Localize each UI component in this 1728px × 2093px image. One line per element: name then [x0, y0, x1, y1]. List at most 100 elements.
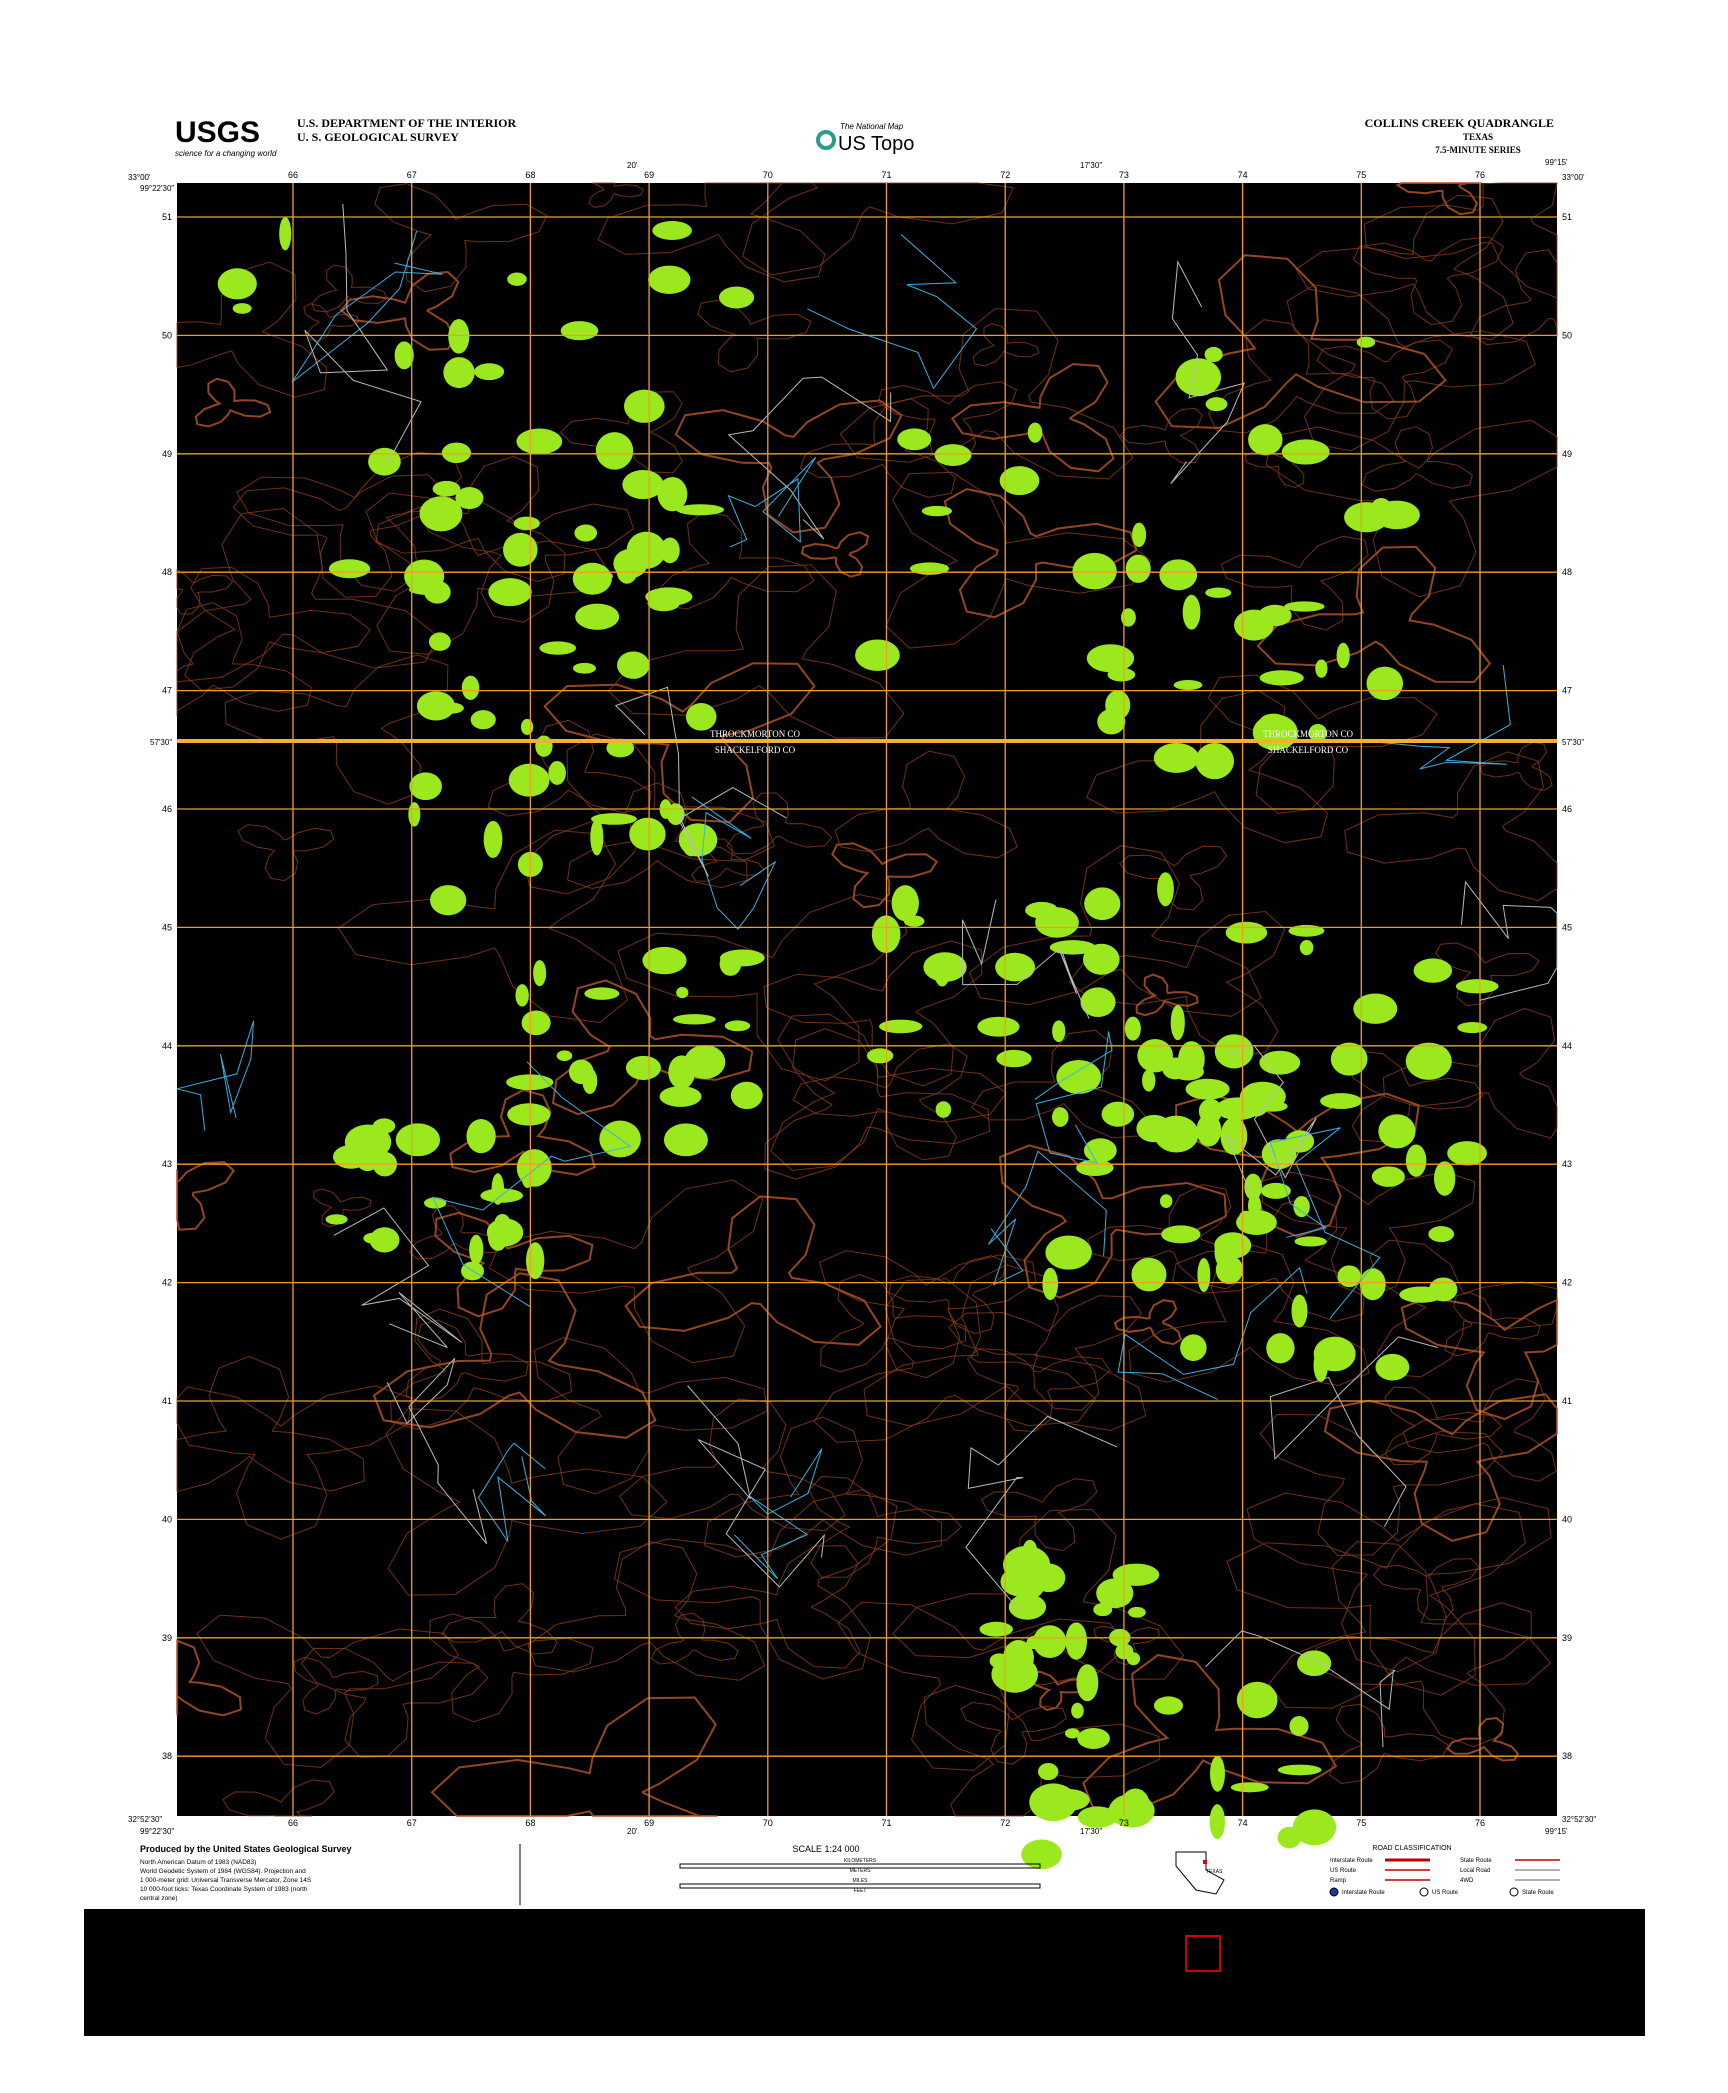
mid-lon: 17'30" — [1080, 161, 1102, 170]
datum-note: 1 000-meter grid: Universal Transverse M… — [140, 1877, 312, 1884]
contour — [1344, 751, 1558, 902]
vegetation — [1299, 940, 1314, 956]
contour — [1265, 419, 1558, 598]
vegetation — [1125, 554, 1151, 583]
contour — [176, 507, 440, 683]
contour — [877, 381, 1018, 464]
vegetation — [394, 341, 414, 370]
vegetation — [1033, 1625, 1067, 1659]
contour — [533, 1337, 768, 1495]
vegetation — [1153, 1696, 1183, 1715]
vegetation — [1371, 1166, 1405, 1187]
contour — [923, 1684, 1161, 1817]
vegetation — [1076, 1664, 1099, 1702]
contour — [196, 1614, 460, 1768]
vegetation — [1281, 439, 1330, 465]
road-class: Local Road — [1460, 1868, 1490, 1874]
road — [333, 1207, 463, 1349]
county-label: SHACKELFORD CO — [715, 745, 796, 755]
contour — [971, 1029, 1150, 1139]
vegetation — [1434, 1161, 1456, 1196]
y-grid-label: 50 — [1562, 330, 1572, 340]
vegetation — [622, 469, 664, 500]
vegetation — [533, 960, 547, 987]
vegetation — [1405, 1042, 1452, 1080]
vegetation — [419, 496, 463, 532]
contour — [194, 377, 272, 428]
stream — [291, 230, 443, 383]
stream — [1363, 664, 1511, 770]
vegetation — [1065, 1622, 1088, 1660]
road — [962, 899, 1090, 1019]
y-grid-label: 39 — [1562, 1633, 1572, 1643]
vegetation — [1210, 1755, 1225, 1792]
contour — [948, 1295, 1142, 1411]
x-grid-label: 74 — [1238, 1818, 1248, 1828]
y-grid-label: 48 — [1562, 567, 1572, 577]
y-grid-label: 47 — [1562, 686, 1572, 696]
road — [386, 1357, 488, 1545]
contour — [1119, 407, 1203, 464]
vegetation — [595, 432, 634, 470]
vegetation — [432, 480, 461, 497]
vegetation — [1105, 690, 1131, 720]
vegetation — [645, 587, 693, 606]
vegetation — [642, 946, 687, 975]
vegetation — [488, 578, 532, 607]
vegetation — [1259, 1050, 1301, 1075]
y-grid-label: 43 — [162, 1159, 172, 1169]
stream — [807, 234, 978, 390]
map-labels: 33°00' 99°22'30" 99°15' 33°00' 32°52'30"… — [128, 158, 1596, 1836]
vegetation — [1073, 564, 1088, 583]
road-class: 4WD — [1460, 1878, 1474, 1884]
contour — [176, 568, 234, 615]
vegetation — [1205, 397, 1228, 412]
vegetation — [1000, 1566, 1046, 1598]
vegetation — [934, 444, 972, 466]
vegetation — [469, 1234, 484, 1265]
y-grid-label: 38 — [162, 1751, 172, 1761]
contour — [184, 566, 371, 691]
contour — [1028, 1670, 1092, 1711]
vegetation — [217, 268, 257, 300]
contour — [1154, 254, 1447, 430]
y-grid-label: 44 — [162, 1041, 172, 1051]
vegetation — [1260, 1182, 1291, 1199]
vegetation — [279, 217, 292, 251]
black-bar — [84, 1909, 1645, 2036]
vegetation — [1107, 667, 1136, 682]
mid-lat: 57'30" — [150, 738, 172, 747]
vegetation — [1159, 1194, 1173, 1209]
x-grid-label: 70 — [763, 1818, 773, 1828]
vegetation — [678, 823, 718, 857]
contour — [1113, 1299, 1182, 1346]
vegetation — [1157, 872, 1174, 907]
vegetation — [572, 662, 596, 674]
vegetation — [1236, 1681, 1278, 1719]
county-label: THROCKMORTON CO — [1263, 729, 1354, 739]
y-grid-label: 51 — [1562, 212, 1572, 222]
road — [965, 1415, 1118, 1613]
vegetation — [676, 504, 725, 516]
contour — [813, 1278, 1097, 1443]
vegetation — [428, 632, 451, 651]
contour — [820, 1273, 967, 1373]
vegetation — [1315, 659, 1328, 678]
stream — [431, 1061, 632, 1308]
vegetation — [516, 428, 563, 455]
vegetation — [443, 357, 475, 389]
corner-lon: 99°15' — [1545, 158, 1568, 167]
vegetation — [1277, 1764, 1322, 1776]
vegetation — [1027, 422, 1043, 443]
vegetation — [1080, 987, 1116, 1018]
vegetation — [718, 286, 755, 309]
vegetation — [1049, 940, 1096, 955]
contour — [543, 662, 816, 824]
x-grid-label: 70 — [763, 170, 773, 180]
contour — [1402, 1378, 1557, 1482]
contour — [674, 1545, 861, 1669]
y-grid-label: 41 — [162, 1396, 172, 1406]
vegetation — [1048, 1789, 1090, 1811]
contour — [1093, 1625, 1160, 1666]
vegetation — [1159, 559, 1198, 591]
